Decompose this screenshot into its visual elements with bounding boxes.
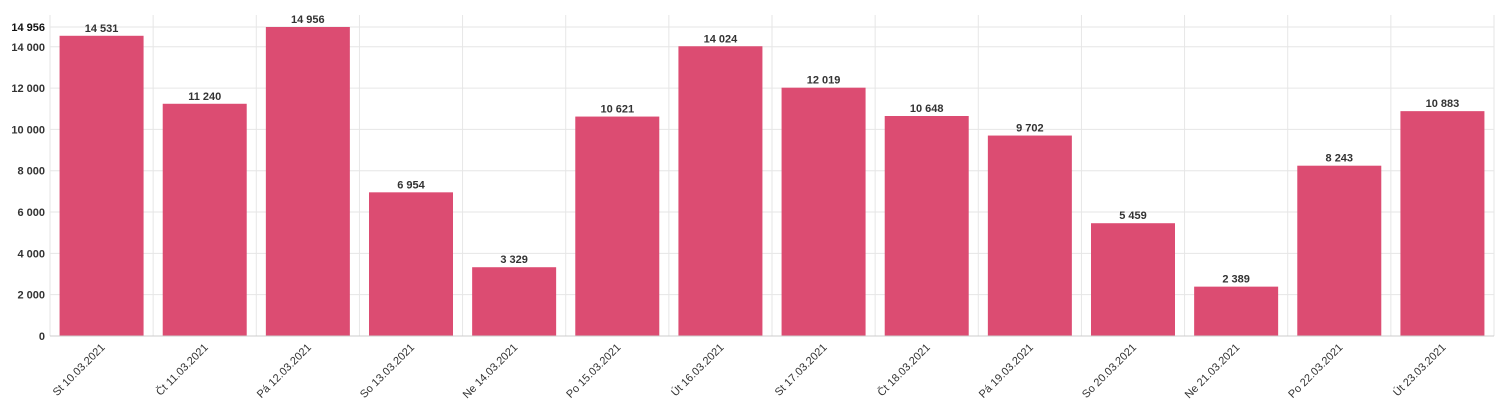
x-tick-label: Pá 19.03.2021 xyxy=(977,342,1036,401)
bar[interactable] xyxy=(884,116,969,336)
bar[interactable] xyxy=(162,103,247,336)
x-tick-label: Ne 21.03.2021 xyxy=(1183,342,1243,402)
data-label: 10 648 xyxy=(910,103,944,115)
x-tick-label: Ne 14.03.2021 xyxy=(461,342,521,402)
y-axis-labels: 0 2 000 4 000 6 000 8 000 10 000 12 000 14 000 1… xyxy=(11,22,45,343)
x-axis-labels: St 10.03.2021 Čt 11.03.2021 Pá 12.03.2021 S… xyxy=(51,341,1449,401)
data-labels: 14 531 11 240 14 956 6 954 3 329 10 621 14 024… xyxy=(85,14,1460,286)
x-tick-label: So 20.03.2021 xyxy=(1080,342,1139,401)
data-label: 3 329 xyxy=(500,254,528,266)
y-tick-label: 8 000 xyxy=(17,166,45,178)
bar[interactable] xyxy=(59,35,144,336)
y-tick-label: 6 000 xyxy=(17,207,45,219)
data-label: 8 243 xyxy=(1326,153,1354,165)
bar[interactable] xyxy=(265,27,350,336)
y-tick-label: 2 000 xyxy=(17,290,45,302)
bar[interactable] xyxy=(575,116,660,336)
x-tick-label: Út 16.03.2021 xyxy=(668,341,726,399)
data-label: 10 621 xyxy=(600,104,634,116)
y-tick-label: 4 000 xyxy=(17,248,45,260)
x-tick-label: Po 22.03.2021 xyxy=(1286,342,1345,401)
bar[interactable] xyxy=(1194,286,1279,336)
x-tick-label: St 10.03.2021 xyxy=(51,342,108,399)
bar[interactable] xyxy=(1297,165,1382,336)
bar[interactable] xyxy=(472,267,557,336)
data-label: 10 883 xyxy=(1426,98,1460,110)
data-label: 6 954 xyxy=(397,179,425,191)
data-label: 2 389 xyxy=(1222,274,1250,286)
y-tick-label: 14 000 xyxy=(11,42,45,54)
y-tick-label: 12 000 xyxy=(11,83,45,95)
bar[interactable] xyxy=(369,192,453,336)
bar[interactable] xyxy=(781,87,866,336)
y-tick-label: 0 xyxy=(39,331,45,343)
data-label: 14 024 xyxy=(704,33,739,45)
data-label: 14 531 xyxy=(85,23,119,35)
x-tick-label: Čt 11.03.2021 xyxy=(153,341,210,398)
data-label: 9 702 xyxy=(1016,123,1044,135)
x-tick-label: Čt 18.03.2021 xyxy=(875,341,933,399)
y-max-label: 14 956 xyxy=(11,22,45,34)
x-tick-label: So 13.03.2021 xyxy=(358,342,417,401)
bar[interactable] xyxy=(1091,223,1175,336)
bar[interactable] xyxy=(678,46,763,337)
x-tick-label: Út 23.03.2021 xyxy=(1390,341,1448,399)
x-tick-label: Po 15.03.2021 xyxy=(564,342,623,401)
y-tick-label: 10 000 xyxy=(11,124,45,136)
bars xyxy=(59,27,1485,337)
data-label: 11 240 xyxy=(188,91,221,103)
data-label: 14 956 xyxy=(291,14,325,26)
bar[interactable] xyxy=(987,135,1072,336)
data-label: 5 459 xyxy=(1119,210,1147,222)
x-tick-label: Pá 12.03.2021 xyxy=(255,342,314,401)
bar[interactable] xyxy=(1400,111,1485,337)
data-label: 12 019 xyxy=(807,75,841,87)
x-tick-label: St 17.03.2021 xyxy=(773,342,830,399)
